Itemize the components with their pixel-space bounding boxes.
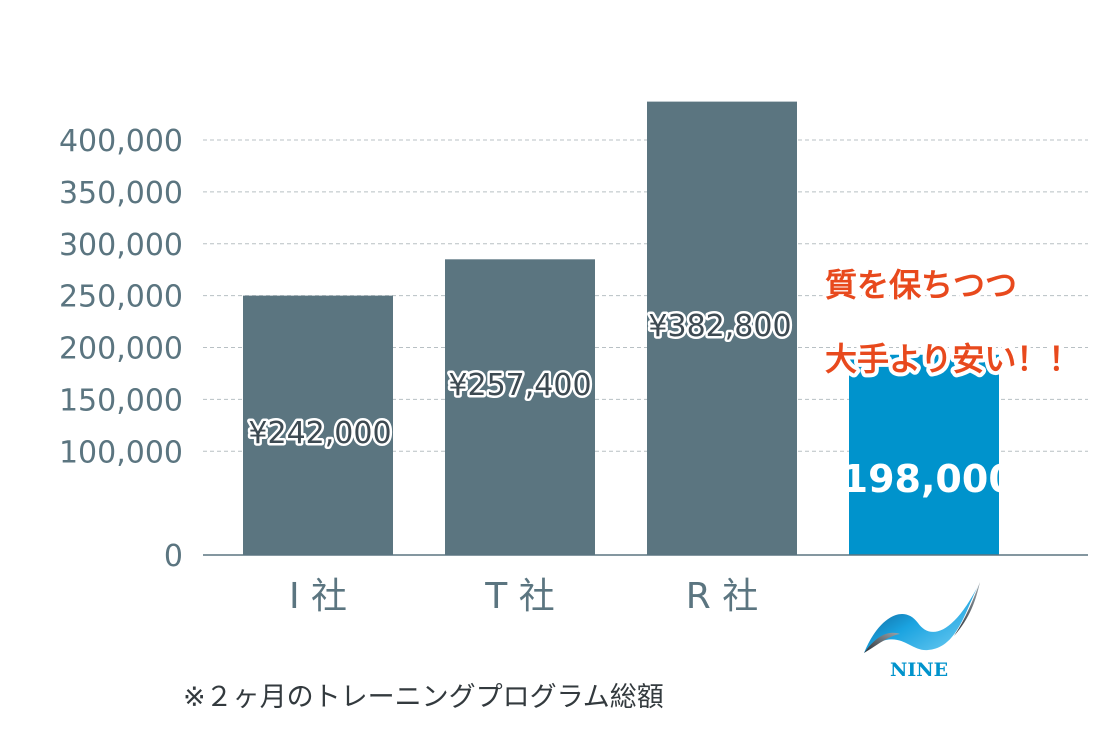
nine-logo-mark-icon: NINE: [864, 582, 980, 681]
bar: [445, 259, 595, 555]
y-tick-label: 300,000: [59, 228, 183, 263]
y-axis-ticks: 0 100,000 150,000 200,000 250,000 300,000 350,…: [59, 124, 183, 574]
y-tick-label: 400,000: [59, 124, 183, 159]
bar: [243, 295, 393, 555]
bar: [647, 101, 797, 556]
bars: [243, 101, 999, 556]
nine-logo: NINE: [858, 578, 988, 683]
logo-text: NINE: [890, 659, 948, 681]
y-tick-label: 200,000: [59, 332, 183, 367]
y-tick-label: 150,000: [59, 383, 183, 418]
y-tick-label: 0: [164, 539, 183, 574]
data-label: ¥242,000: [248, 416, 391, 451]
x-tick-label: T 社: [484, 576, 554, 617]
callout-line-2: 大手より安い！！: [825, 340, 1080, 378]
x-tick-label: R 社: [686, 576, 758, 617]
bar-highlight: [849, 354, 999, 555]
data-label: ¥257,400: [448, 368, 591, 403]
y-tick-label: 350,000: [59, 176, 183, 211]
callout-line-1: 質を保ちつつ: [825, 266, 1017, 304]
callout: 質を保ちつつ 大手より安い！！: [821, 262, 1084, 382]
data-labels: ¥242,000 ¥257,400 ¥382,800 ¥198,000: [246, 307, 1015, 502]
y-tick-label: 100,000: [59, 435, 183, 470]
footnote: ※２ヶ月のトレーニングプログラム総額: [183, 682, 664, 713]
data-label: ¥382,800: [648, 309, 791, 344]
data-label: ¥198,000: [815, 457, 1015, 501]
x-tick-label: I 社: [289, 576, 347, 617]
y-tick-label: 250,000: [59, 280, 183, 315]
